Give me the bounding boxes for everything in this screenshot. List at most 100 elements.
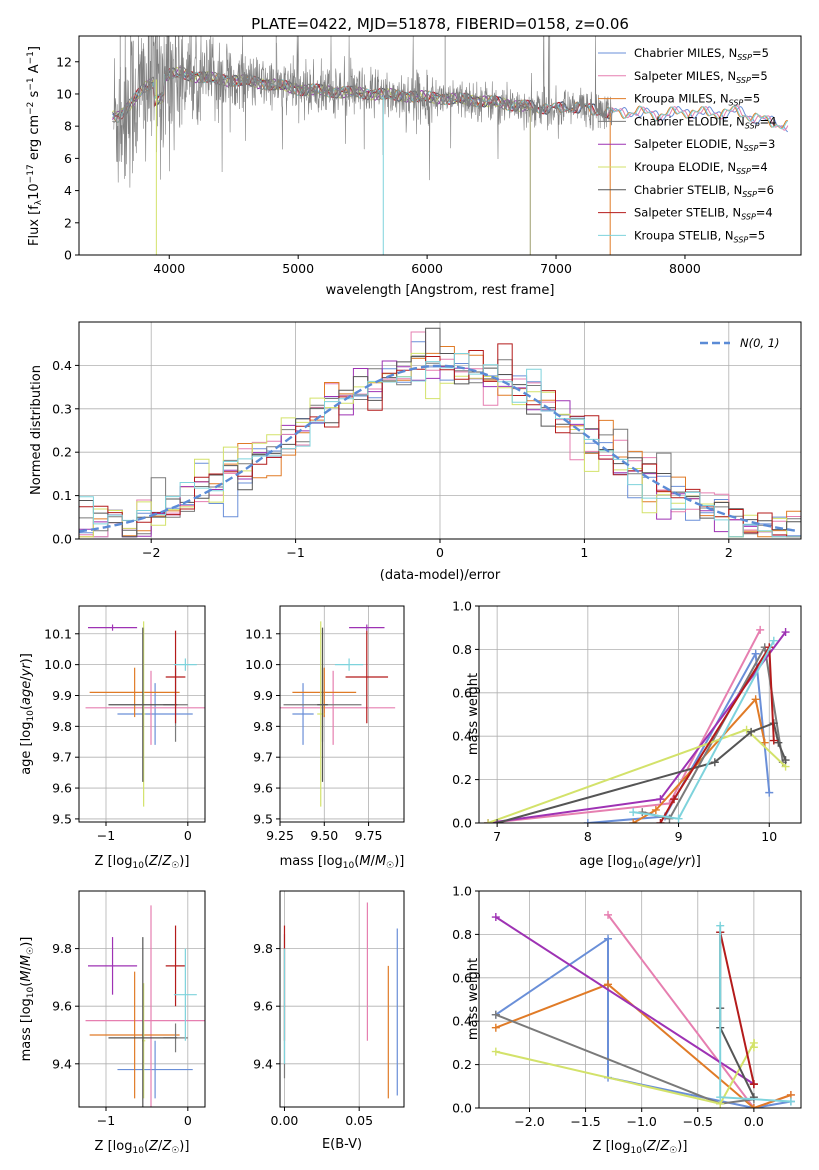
y-tick-label: 9.8 bbox=[52, 719, 72, 734]
errorbar-point-salpeter-stelib bbox=[165, 925, 186, 1007]
x-tick-label: 2 bbox=[725, 545, 733, 560]
x-tick-label: 9.25 bbox=[266, 828, 294, 843]
legend-entry: Chabrier MILES, NSSP=5 bbox=[634, 46, 769, 62]
errorbar-point-salpeter-stelib bbox=[165, 630, 186, 724]
data-point bbox=[765, 788, 774, 797]
y-tick-label: 9.7 bbox=[253, 750, 273, 765]
errorbar-point-kroupa-miles bbox=[89, 971, 180, 1099]
errorbar-point-kroupa-elodie bbox=[317, 621, 325, 807]
y-tick-label: 0.1 bbox=[52, 488, 72, 503]
normal-reference-curve bbox=[79, 364, 799, 533]
x-tick-label: 0.0 bbox=[744, 1114, 764, 1129]
data-point bbox=[491, 1023, 500, 1032]
panel-age-vs-mass: 9.25 9.50 9.75 9.5 9.6 9.7 9.8 9.9 10.0 10.1 mass … bbox=[245, 605, 405, 871]
x-tick-label: 1 bbox=[580, 545, 588, 560]
series-line bbox=[495, 1039, 755, 1105]
x-tick-label: 0.00 bbox=[271, 1113, 299, 1128]
data-spectrum bbox=[113, 36, 613, 188]
y-tick-label: 0.2 bbox=[52, 445, 72, 460]
errorbar-point-chabrier-miles bbox=[292, 683, 314, 745]
y-tick-label: 9.7 bbox=[52, 750, 72, 765]
series-line bbox=[487, 728, 787, 823]
x-tick-label: 0 bbox=[184, 1113, 192, 1128]
x-tick-label: 4000 bbox=[153, 261, 185, 276]
legend-entry: Chabrier STELIB, NSSP=6 bbox=[634, 183, 774, 199]
data-point bbox=[751, 695, 760, 704]
x-axis-label: Z [log10(Z/Z☉)] bbox=[95, 854, 190, 871]
y-tick-label: 0.3 bbox=[52, 401, 72, 416]
errorbar-point-kroupa-stelib bbox=[173, 948, 197, 1041]
y-tick-label: 10.0 bbox=[44, 657, 72, 672]
x-tick-label: 0 bbox=[184, 828, 192, 843]
x-tick-label: 8 bbox=[584, 829, 592, 844]
y-tick-label: 12 bbox=[56, 54, 72, 69]
x-axis-label: age [log10(age/yr)] bbox=[579, 854, 701, 871]
data-point bbox=[781, 756, 790, 765]
axes-frame bbox=[78, 605, 206, 823]
x-axis-label: mass [log10(M/M☉)] bbox=[280, 854, 405, 871]
data-point bbox=[749, 1104, 758, 1108]
y-tick-label: 9.4 bbox=[253, 1056, 273, 1071]
errorbar-point-salpeter-miles bbox=[85, 670, 205, 745]
y-tick-label: 0.6 bbox=[452, 685, 472, 700]
errorbar-point-kroupa-stelib bbox=[173, 658, 197, 671]
axes-frame bbox=[279, 890, 405, 1108]
y-axis-label: age [log10(age/yr)] bbox=[19, 653, 36, 775]
y-axis-label: Normed distribution bbox=[29, 365, 44, 495]
panel-residuals: −2 −1 0 1 2 0.0 0.1 0.2 0.3 0.4 N(0, 1) (data-model… bbox=[29, 321, 802, 583]
data-point bbox=[604, 980, 613, 989]
y-tick-label: 0.6 bbox=[452, 970, 472, 985]
x-tick-label: −1 bbox=[286, 545, 304, 560]
legend-entry: Salpeter MILES, NSSP=5 bbox=[634, 69, 768, 85]
errorbar-point-salpeter-miles bbox=[280, 670, 396, 745]
data-point bbox=[604, 910, 613, 919]
x-tick-label: −1.0 bbox=[627, 1114, 657, 1129]
data-point bbox=[583, 819, 592, 823]
plot-area bbox=[484, 625, 790, 823]
legend-entry: Salpeter ELODIE, NSSP=3 bbox=[634, 137, 775, 153]
series-line bbox=[495, 916, 755, 1085]
y-axis-label: mass [log10(M/M☉)] bbox=[19, 937, 36, 1062]
x-tick-label: 6000 bbox=[411, 261, 443, 276]
y-tick-label: 9.9 bbox=[253, 688, 273, 703]
y-tick-label: 9.8 bbox=[253, 719, 273, 734]
y-tick-label: 0 bbox=[64, 248, 72, 263]
panel-mass-vs-ebv: 0.00 0.05 9.4 9.6 9.8 E(B-V) bbox=[253, 890, 405, 1152]
y-tick-label: 9.8 bbox=[52, 941, 72, 956]
panel-mass-vs-Z: −1 0 9.4 9.6 9.8 Z [log10(Z/Z☉)] mass [log10(M… bbox=[19, 890, 206, 1156]
data-point bbox=[716, 1093, 725, 1102]
x-tick-label: −2.0 bbox=[514, 1114, 544, 1129]
x-tick-label: 5000 bbox=[282, 261, 314, 276]
y-tick-label: 0.0 bbox=[452, 1101, 472, 1116]
y-tick-label: 10.1 bbox=[245, 626, 273, 641]
x-tick-label: 0 bbox=[436, 545, 444, 560]
figure-title: PLATE=0422, MJD=51878, FIBERID=0158, z=0… bbox=[251, 15, 629, 33]
x-tick-label: 0.05 bbox=[345, 1113, 373, 1128]
series-kroupa-stelib bbox=[716, 921, 795, 1106]
y-tick-label: 9.4 bbox=[52, 1056, 72, 1071]
data-point bbox=[491, 1047, 500, 1056]
plot-area bbox=[85, 621, 205, 807]
legend-entry: Kroupa ELODIE, NSSP=4 bbox=[634, 160, 768, 176]
histogram-kroupa-stelib bbox=[79, 353, 801, 538]
data-point bbox=[786, 1097, 795, 1106]
y-tick-label: 0.8 bbox=[452, 642, 472, 657]
errorbar-point-chabrier-miles bbox=[117, 1040, 193, 1099]
y-axis-label: mass weight bbox=[466, 958, 481, 1040]
legend-entry: N(0, 1) bbox=[740, 336, 780, 350]
grid bbox=[79, 606, 205, 822]
x-tick-label: 10 bbox=[761, 829, 777, 844]
y-tick-label: 0.4 bbox=[452, 1014, 472, 1029]
data-point bbox=[604, 934, 613, 943]
series-salpeter-miles bbox=[484, 625, 765, 823]
data-point bbox=[749, 1080, 758, 1089]
data-point bbox=[674, 814, 683, 823]
y-tick-label: 10.0 bbox=[245, 657, 273, 672]
y-tick-label: 10.1 bbox=[44, 626, 72, 641]
data-point bbox=[749, 1043, 758, 1052]
errorbar-point-chabrier-stelib bbox=[108, 627, 178, 782]
data-point bbox=[774, 738, 783, 747]
x-axis-label: wavelength [Angstrom, rest frame] bbox=[326, 283, 555, 298]
data-point bbox=[751, 649, 760, 658]
